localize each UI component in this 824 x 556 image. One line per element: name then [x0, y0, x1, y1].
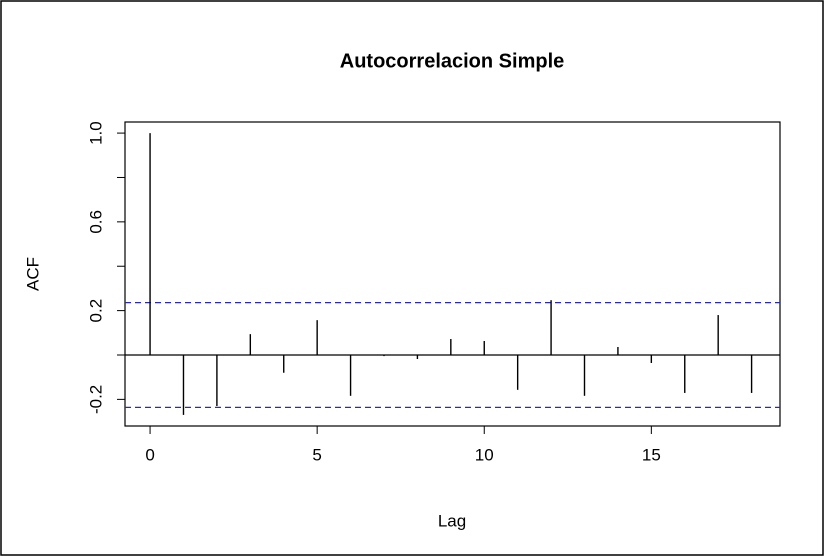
y-tick-label: 0.6: [86, 210, 105, 234]
chart-title: Autocorrelacion Simple: [340, 50, 565, 72]
y-tick-label: -0.2: [86, 385, 105, 414]
y-tick-label: 0.2: [86, 299, 105, 323]
y-axis-label: ACF: [23, 257, 42, 291]
x-tick-label: 10: [475, 445, 494, 464]
plot-box: [124, 121, 781, 427]
x-axis-label: Lag: [438, 511, 466, 530]
x-tick-label: 5: [312, 445, 321, 464]
x-tick-label: 15: [642, 445, 661, 464]
y-tick-label: 1.0: [86, 121, 105, 145]
x-tick-label: 0: [145, 445, 154, 464]
